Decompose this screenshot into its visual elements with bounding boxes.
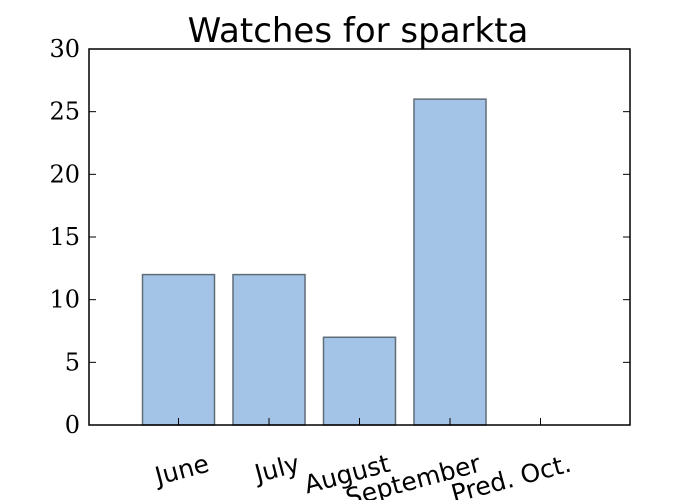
y-axis: 0 5 10 15 20 25 30 <box>49 35 630 439</box>
y-tick-label: 25 <box>49 98 80 126</box>
bar-june <box>141 273 216 426</box>
x-tick-label: June <box>150 449 212 492</box>
bar-august <box>322 336 397 426</box>
bar-july <box>232 273 306 426</box>
y-tick-label: 20 <box>49 160 80 188</box>
x-tick-label: July <box>250 449 303 489</box>
y-tick-label: 15 <box>49 223 80 251</box>
bar-september <box>413 98 487 426</box>
y-tick-label: 30 <box>49 35 80 63</box>
y-tick-label: 0 <box>65 411 80 439</box>
chart-title: Watches for sparkta <box>188 11 529 51</box>
y-tick-label: 10 <box>49 286 80 314</box>
y-tick-label: 5 <box>65 348 80 376</box>
bars-group <box>141 98 487 426</box>
